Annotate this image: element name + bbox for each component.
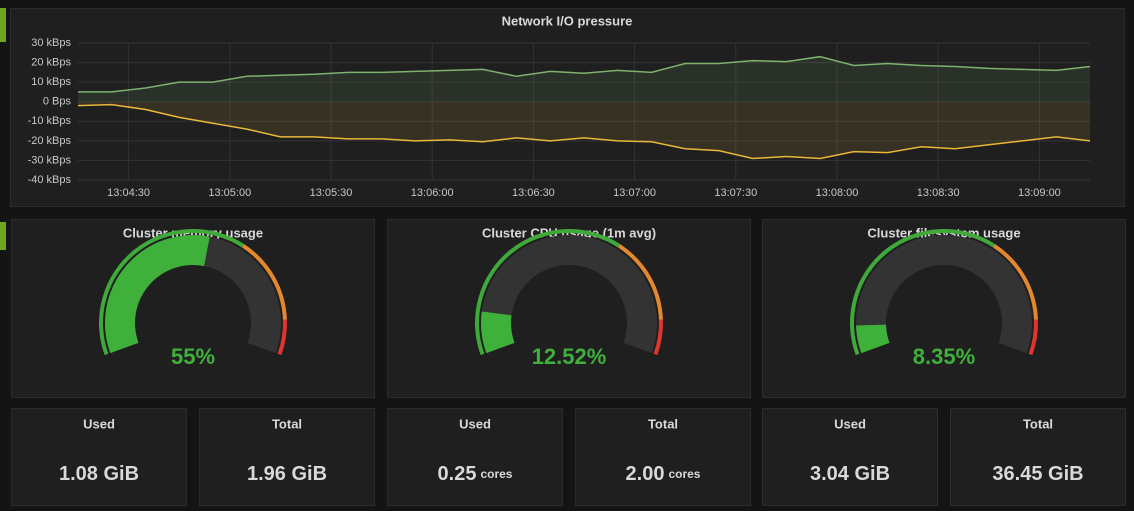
- x-tick-label: 13:09:00: [1018, 187, 1061, 199]
- stat-label: Used: [459, 416, 491, 431]
- stat-number: 2.00: [626, 463, 665, 485]
- stat-label: Total: [1023, 416, 1053, 431]
- x-tick-label: 13:08:00: [816, 187, 859, 199]
- stat-label: Used: [834, 416, 866, 431]
- stat-unit: cores: [480, 467, 512, 481]
- stat-number: 1.96 GiB: [247, 463, 327, 485]
- gauge-value-label: 55%: [171, 344, 215, 369]
- y-tick-label: -20 kBps: [28, 135, 72, 147]
- stat-number: 3.04 GiB: [810, 463, 890, 485]
- panel: [387, 408, 563, 506]
- y-tick-label: 0 Bps: [43, 96, 72, 108]
- stat-number: 36.45 GiB: [992, 463, 1083, 485]
- stat-value: 1.08 GiB: [59, 463, 139, 485]
- panel: [950, 408, 1126, 506]
- stat-value: 2.00 cores: [626, 463, 701, 485]
- gauge-value-label: 8.35%: [913, 344, 975, 369]
- gauge-track: [480, 235, 657, 354]
- x-tick-label: 13:06:00: [411, 187, 454, 199]
- gauge-threshold: [277, 319, 287, 356]
- panel: [575, 408, 751, 506]
- stat-number: 1.08 GiB: [59, 463, 139, 485]
- stat-value: 0.25 cores: [438, 463, 513, 485]
- gauge-threshold: [653, 319, 664, 356]
- stat-unit: cores: [668, 467, 700, 481]
- stat-label: Used: [83, 416, 115, 431]
- panel: [762, 408, 938, 506]
- panel: [11, 408, 187, 506]
- series-line: [78, 55, 1091, 93]
- gauge-value: [105, 235, 210, 354]
- panel: [199, 408, 375, 506]
- stat-value: 1.96 GiB: [247, 463, 327, 485]
- x-tick-label: 13:08:30: [917, 187, 960, 199]
- y-tick-label: 10 kBps: [31, 76, 71, 88]
- gauge-threshold: [242, 244, 287, 320]
- gauge-threshold: [1028, 319, 1038, 356]
- y-tick-label: -30 kBps: [28, 154, 72, 166]
- gauge-track: [856, 235, 1033, 354]
- gauge-value: [481, 311, 515, 354]
- stat-value: 3.04 GiB: [810, 463, 890, 485]
- x-tick-label: 13:04:30: [107, 187, 150, 199]
- series-line: [77, 103, 1091, 160]
- x-tick-label: 13:07:30: [714, 187, 757, 199]
- y-tick-label: -40 kBps: [28, 174, 72, 186]
- x-tick-label: 13:06:30: [512, 187, 555, 199]
- series-area: [78, 101, 1090, 159]
- x-tick-label: 13:05:30: [310, 187, 353, 199]
- gauge-threshold: [618, 244, 663, 320]
- y-tick-label: -10 kBps: [28, 115, 72, 127]
- y-tick-label: 20 kBps: [31, 56, 71, 68]
- gauge-value-label: 12.52%: [532, 344, 607, 369]
- gauge-threshold: [993, 244, 1038, 320]
- stat-label: Total: [272, 416, 302, 431]
- series-area: [78, 56, 1090, 102]
- x-tick-label: 13:07:00: [613, 187, 656, 199]
- row-marker[interactable]: [0, 222, 6, 250]
- stat-number: 0.25: [438, 463, 477, 485]
- panel-title: Network I/O pressure: [502, 13, 633, 28]
- stat-label: Total: [648, 416, 678, 431]
- stat-value: 36.45 GiB: [992, 463, 1083, 485]
- row-marker[interactable]: [0, 8, 6, 42]
- panel: [10, 8, 1125, 207]
- gauge-value: [856, 324, 890, 354]
- x-tick-label: 13:05:00: [208, 187, 251, 199]
- y-tick-label: 30 kBps: [31, 37, 71, 49]
